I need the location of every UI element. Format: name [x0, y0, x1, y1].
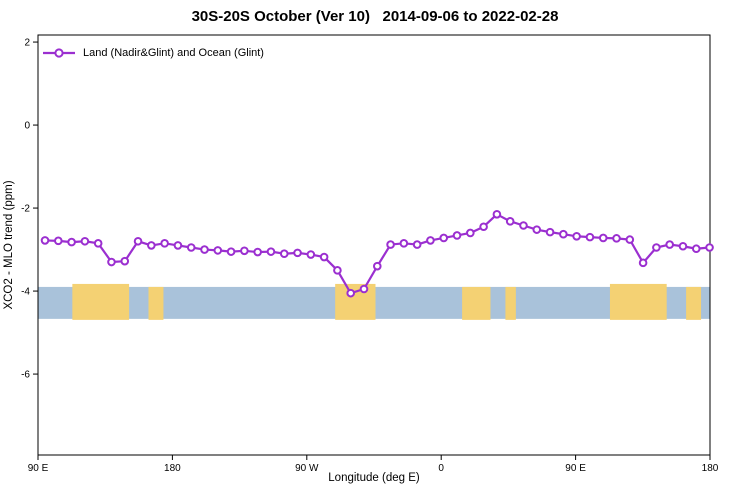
x-axis-label: Longitude (deg E): [328, 472, 420, 484]
data-point: [452, 231, 462, 240]
legend-marker-icon: [43, 48, 75, 58]
data-point: [160, 239, 169, 248]
data-point: [147, 241, 156, 250]
data-point: [652, 243, 661, 252]
land-segment: [609, 283, 667, 320]
data-point: [213, 246, 223, 255]
data-point: [186, 243, 196, 252]
data-point: [54, 236, 63, 246]
x-tick-label: 180: [164, 463, 181, 474]
data-point: [173, 241, 183, 250]
data-point: [293, 248, 302, 258]
data-point: [386, 240, 395, 249]
x-tick-label: 180: [702, 463, 719, 474]
x-tick-label: 90 E: [565, 463, 586, 474]
data-point: [638, 258, 648, 268]
data-point: [319, 252, 329, 262]
legend-label: Land (Nadir&Glint) and Ocean (Glint): [83, 47, 264, 59]
data-point: [559, 229, 568, 239]
data-point: [120, 256, 130, 266]
data-point: [306, 250, 316, 259]
x-tick-label: 90 E: [28, 463, 49, 474]
land-segment: [462, 286, 491, 320]
data-point: [466, 228, 475, 238]
y-axis-label: XCO2 - MLO trend (ppm): [3, 180, 15, 310]
data-point: [333, 266, 342, 275]
x-tick-label: 0: [438, 463, 444, 474]
y-tick-label: -2: [21, 204, 30, 215]
data-point: [519, 221, 528, 230]
data-point: [691, 244, 701, 254]
data-point: [359, 284, 369, 294]
data-point: [505, 217, 515, 226]
data-point: [598, 233, 608, 243]
data-point: [479, 222, 488, 232]
data-point: [240, 246, 249, 256]
data-point: [253, 247, 262, 257]
data-point: [705, 243, 714, 252]
data-point: [226, 247, 236, 256]
y-tick-label: -6: [21, 370, 30, 381]
data-point: [200, 245, 209, 254]
page-title: 30S-20S October (Ver 10) 2014-09-06 to 2…: [191, 8, 559, 25]
data-point: [399, 239, 409, 248]
data-point: [80, 236, 90, 246]
legend: Land (Nadir&Glint) and Ocean (Glint): [42, 47, 264, 59]
land-segment: [148, 286, 164, 320]
data-point: [612, 234, 621, 243]
data-point: [665, 240, 674, 249]
data-point: [572, 231, 581, 241]
land-segment: [686, 286, 702, 320]
data-point: [492, 209, 502, 219]
data-point: [40, 236, 50, 245]
land-segment: [72, 283, 130, 320]
land-segment: [505, 286, 516, 320]
data-point: [439, 233, 449, 243]
x-tick-label: 90 W: [295, 463, 319, 474]
data-point: [93, 239, 103, 248]
land-segment: [335, 283, 376, 320]
data-point: [532, 225, 542, 234]
data-point: [625, 235, 635, 244]
data-point: [545, 227, 555, 237]
data-point: [279, 249, 289, 259]
data-point: [426, 236, 435, 245]
data-point: [678, 241, 688, 251]
data-point: [133, 236, 143, 246]
data-line: [44, 213, 710, 295]
y-tick-label: 2: [24, 38, 30, 49]
data-point: [585, 232, 595, 242]
data-point: [346, 288, 356, 298]
y-tick-label: -4: [21, 287, 30, 298]
data-point: [412, 240, 422, 249]
data-point: [67, 237, 76, 247]
data-point: [372, 261, 382, 271]
data-point: [266, 247, 276, 256]
y-tick-label: 0: [24, 121, 30, 132]
data-point: [107, 257, 116, 267]
